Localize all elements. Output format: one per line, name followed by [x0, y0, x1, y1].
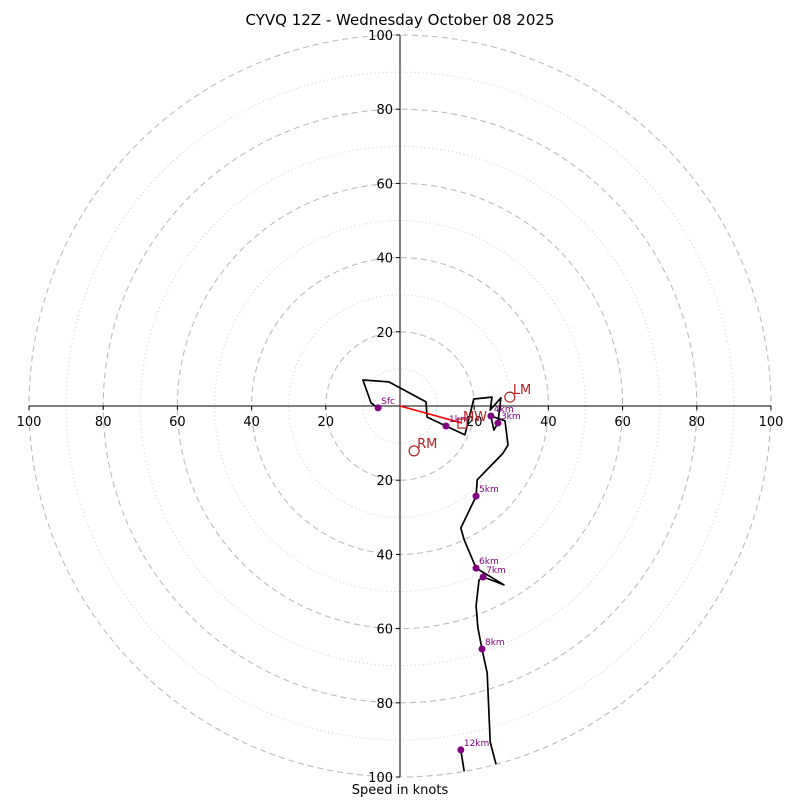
x-tick-label: 20 [466, 415, 483, 430]
height-label-5km: 5km [479, 485, 499, 495]
y-tick-label: 40 [376, 548, 393, 563]
x-tick-label: 20 [318, 415, 335, 430]
mean-wind-vector [399, 405, 463, 424]
x-tick-label: 100 [17, 415, 42, 430]
x-tick-label: 80 [95, 415, 112, 430]
height-label-12km: 12km [464, 739, 489, 749]
height-label-Sfc: Sfc [381, 397, 395, 407]
storm-marker-MW [457, 418, 468, 429]
height-marker-Sfc [374, 404, 382, 412]
y-tick-label: 20 [376, 474, 393, 489]
height-marker-6km [472, 564, 480, 572]
height-marker-3km [494, 419, 502, 427]
storm-marker-RM [408, 445, 420, 457]
mean-wind-vector-group [399, 405, 463, 424]
height-label-8km: 8km [485, 638, 505, 648]
y-tick-label: 60 [376, 177, 393, 192]
x-tick-label: 100 [759, 415, 784, 430]
x-tick-label: 60 [169, 415, 186, 430]
x-tick-label: 80 [689, 415, 706, 430]
y-tick-label: 40 [376, 252, 393, 267]
x-axis-label: Speed in knots [351, 783, 449, 798]
height-marker-12km [457, 746, 465, 754]
height-label-4km: 4km [494, 405, 514, 415]
storm-marker-LM [504, 391, 516, 403]
height-marker-4km [487, 412, 495, 420]
height-marker-8km [478, 645, 486, 653]
height-label-6km: 6km [479, 557, 499, 567]
height-label-1km: 1km [449, 415, 469, 425]
chart-title: CYVQ 12Z - Wednesday October 08 2025 [245, 11, 555, 29]
height-marker-5km [472, 492, 480, 500]
series-hodograph-lower [362, 379, 509, 777]
y-tick-label: 60 [376, 623, 393, 638]
storm-motion-markers: MW LM RM [408, 383, 531, 457]
y-tick-label: 20 [376, 326, 393, 341]
y-tick-label: 80 [376, 103, 393, 118]
y-tick-label: 80 [376, 697, 393, 712]
y-tick-label: 100 [368, 771, 393, 786]
height-marker-7km [479, 573, 487, 581]
height-label-7km: 7km [486, 566, 506, 576]
y-tick-label: 100 [368, 29, 393, 44]
x-tick-label: 40 [540, 415, 557, 430]
storm-label-MW: MW [463, 410, 487, 425]
tick-labels: 20 20 20 20 40 40 40 40 60 60 60 60 80 80 80 80 100 100 10… [17, 29, 784, 786]
x-tick-label: 40 [243, 415, 260, 430]
x-tick-label: 60 [614, 415, 631, 430]
storm-label-LM: LM [513, 383, 531, 398]
height-marker-1km [442, 422, 450, 430]
height-label-3km: 3km [501, 412, 521, 422]
storm-label-RM: RM [417, 437, 437, 452]
